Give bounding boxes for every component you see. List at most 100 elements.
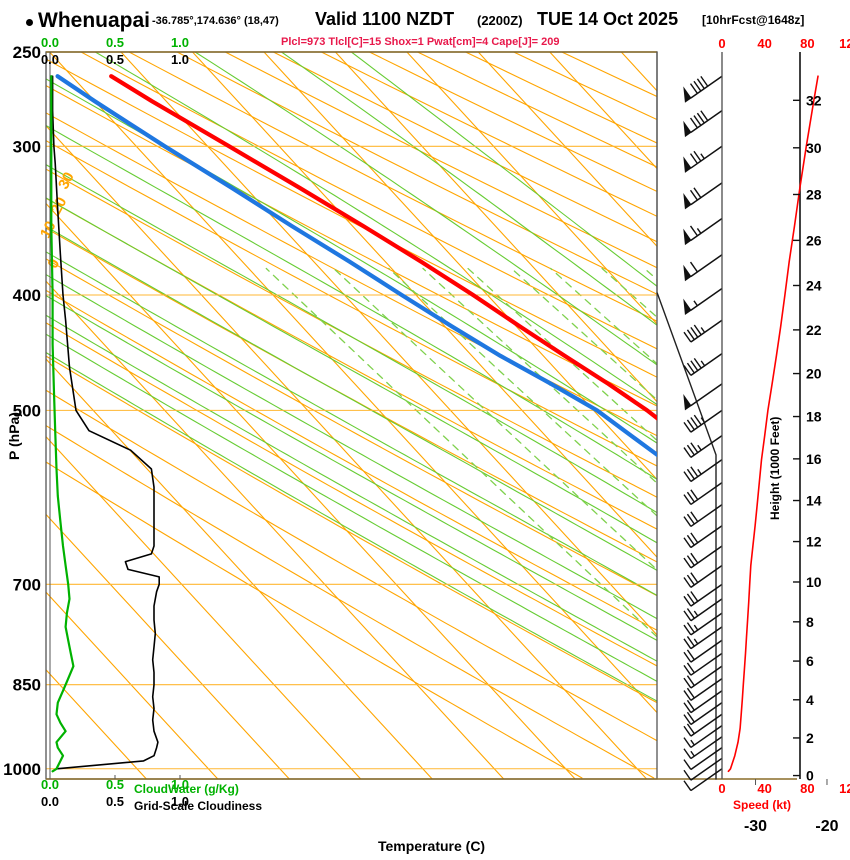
wind-full-barb	[693, 414, 702, 426]
wind-full-barb	[683, 537, 692, 548]
valid-time: Valid 1100 NZDT	[315, 9, 455, 29]
mixing-ratio	[643, 267, 657, 281]
pressure-tick-label: 500	[13, 401, 41, 420]
isotherm	[49, 52, 657, 714]
wind-full-barb	[683, 610, 692, 622]
wind-full-barb	[689, 225, 698, 237]
height-tick-label: 18	[806, 409, 822, 425]
wind-full-barb	[690, 326, 699, 338]
wind-full-barb	[686, 622, 695, 633]
wind-barb	[683, 665, 723, 689]
dry-adiabat	[320, 52, 657, 217]
wind-barb	[683, 583, 723, 607]
station-marker-icon	[26, 19, 33, 26]
station-name: Whenuapai	[38, 9, 151, 32]
temperature-tick-label: -30	[744, 818, 767, 835]
wind-full-barb	[693, 115, 702, 126]
dry-adiabat-label: 30	[55, 169, 78, 192]
wind-barb	[683, 690, 723, 714]
mixing-ratio	[265, 267, 657, 638]
wind-pennant	[683, 393, 692, 411]
moist-adiabat	[46, 197, 657, 544]
dry-adiabat	[128, 52, 657, 322]
cloudiness-tick-label-top: 1.0	[171, 52, 189, 67]
dewpoint-trace	[55, 74, 657, 458]
dry-adiabat	[176, 52, 657, 295]
wind-full-barb	[689, 117, 698, 129]
wind-half-barb	[697, 444, 702, 451]
wind-speed-trace	[727, 75, 819, 773]
station-coords: -36.785°,174.636° (18,47)	[152, 15, 279, 27]
wind-barb-column	[683, 52, 723, 792]
wind-full-barb	[683, 677, 692, 689]
sounding-traces	[50, 74, 657, 773]
wind-full-barb	[690, 552, 699, 564]
wind-barb	[683, 434, 723, 459]
wind-full-barb	[686, 491, 695, 503]
mixing-ratio	[333, 267, 657, 571]
height-tick-label: 26	[806, 232, 822, 248]
wind-full-barb	[683, 725, 692, 737]
wind-full-barb	[683, 638, 692, 650]
cloudiness-tick-label-bottom: 0.0	[41, 794, 59, 809]
wind-full-barb	[693, 187, 702, 199]
wind-full-barb	[683, 624, 692, 636]
mixing-ratio	[388, 267, 657, 517]
moist-adiabat	[46, 294, 657, 642]
speed-tick-label: 40	[757, 781, 771, 796]
wind-barb	[683, 459, 723, 483]
wind-full-barb	[686, 513, 695, 525]
wind-full-barb	[683, 702, 692, 713]
moist-adiabat	[280, 52, 657, 326]
isotherm	[477, 52, 657, 248]
wind-full-barb	[690, 360, 699, 371]
dry-adiabat	[46, 425, 655, 779]
height-tick-label: 32	[806, 92, 822, 108]
wind-barb	[683, 652, 723, 676]
isotherm	[263, 52, 657, 481]
cloudwater-trace	[50, 75, 75, 773]
wind-full-barb	[686, 711, 695, 723]
wind-barb	[683, 564, 723, 588]
moist-adiabat	[46, 314, 657, 662]
isotherm	[406, 52, 657, 325]
wind-full-barb	[693, 80, 702, 92]
wind-full-barb	[683, 494, 692, 505]
dry-adiabat	[46, 258, 657, 597]
wind-full-barb	[700, 110, 709, 121]
dry-adiabat	[368, 52, 657, 193]
cloudiness-trace	[51, 75, 160, 773]
wind-barb	[683, 757, 723, 781]
isotherm	[191, 52, 657, 558]
cloudiness-tick-label-top: 0.0	[41, 52, 59, 67]
wind-full-barb	[690, 511, 699, 523]
skewt-frame	[45, 51, 658, 780]
pressure-tick-label: 300	[13, 137, 41, 156]
height-tick-label: 6	[806, 653, 814, 669]
forecast-tag: [10hrFcst@1648z]	[702, 13, 805, 27]
speed-tick-label: 80	[800, 36, 814, 51]
dry-adiabat	[80, 52, 657, 350]
wind-half-barb	[693, 610, 699, 617]
wind-full-barb	[693, 150, 702, 162]
pressure-tick-label: 700	[13, 575, 41, 594]
pressure-tick-label: 850	[13, 676, 41, 695]
wind-barb	[683, 545, 723, 569]
wind-barb	[683, 75, 723, 103]
wind-barb	[683, 287, 723, 316]
wind-half-barb	[700, 360, 706, 367]
wind-half-barb	[700, 417, 706, 423]
wind-pennant	[683, 298, 692, 316]
wind-barb	[683, 639, 723, 663]
wind-pennant	[683, 120, 692, 138]
moist-adiabat	[46, 351, 657, 702]
wind-barb	[683, 182, 723, 210]
isotherm	[334, 52, 657, 403]
wind-barb	[683, 678, 723, 702]
wind-full-barb	[686, 699, 695, 711]
wind-full-barb	[686, 662, 695, 674]
dry-adiabat	[46, 322, 657, 667]
speed-tick-label: 0	[718, 36, 725, 51]
moist-adiabat	[46, 225, 657, 571]
